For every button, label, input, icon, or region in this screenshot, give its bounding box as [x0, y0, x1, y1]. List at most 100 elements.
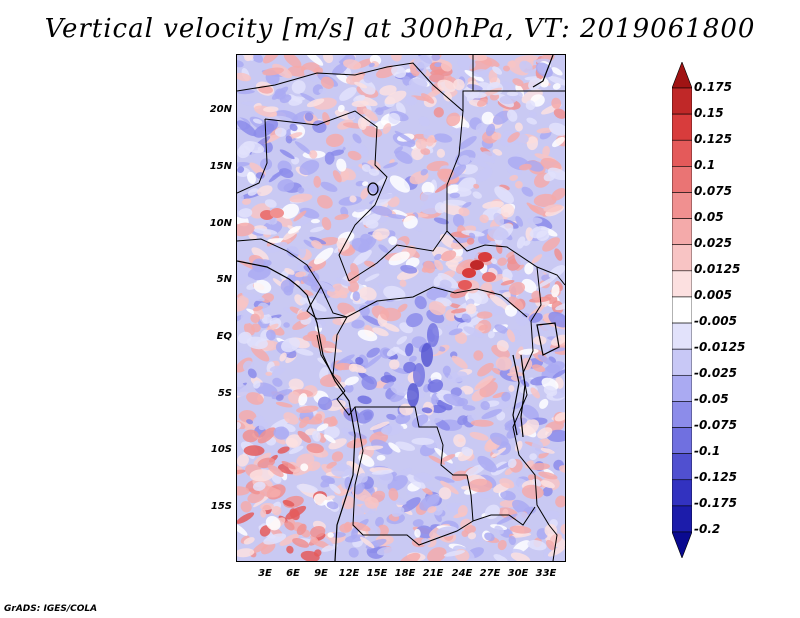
velocity-patch	[526, 160, 544, 172]
velocity-patch	[487, 331, 495, 339]
velocity-patch	[542, 237, 561, 252]
velocity-patch	[247, 188, 259, 196]
velocity-patch	[389, 175, 411, 193]
velocity-patch	[386, 413, 397, 420]
velocity-patch	[378, 244, 389, 254]
velocity-patch	[461, 530, 469, 537]
velocity-patch	[323, 347, 343, 353]
velocity-patch	[507, 109, 518, 122]
velocity-patch	[554, 248, 563, 261]
colorbar-segment	[672, 113, 692, 141]
velocity-patch	[529, 462, 550, 471]
velocity-patch	[364, 354, 383, 369]
velocity-patch	[248, 488, 260, 495]
velocity-patch	[326, 289, 342, 299]
velocity-patch	[253, 228, 278, 235]
lon-label-9e: 9E	[314, 568, 328, 579]
velocity-patch	[477, 362, 494, 377]
velocity-patch	[357, 117, 367, 131]
velocity-patch	[299, 159, 320, 176]
velocity-patch	[501, 391, 511, 402]
velocity-patch	[497, 257, 508, 266]
velocity-patch	[262, 67, 284, 76]
velocity-patch	[469, 232, 476, 238]
velocity-patch	[481, 408, 502, 420]
velocity-patch	[496, 340, 509, 352]
lon-label-27e: 27E	[479, 568, 501, 579]
velocity-patch	[348, 363, 358, 372]
velocity-core	[427, 323, 439, 347]
velocity-patch	[354, 204, 367, 213]
velocity-patch	[321, 543, 338, 552]
velocity-patch	[510, 552, 531, 561]
velocity-patch	[266, 329, 276, 341]
lon-label-24e: 24E	[451, 568, 473, 579]
velocity-patch	[237, 193, 244, 202]
velocity-patch	[383, 381, 395, 390]
velocity-patch	[387, 214, 407, 219]
velocity-patch	[508, 535, 516, 546]
colorbar-label-0-175: 0.175	[694, 80, 732, 94]
velocity-patch	[388, 487, 399, 501]
angola-zambia-border	[352, 406, 474, 546]
lon-label-21e: 21E	[422, 568, 444, 579]
velocity-patch	[237, 469, 246, 475]
velocity-patch	[408, 355, 417, 362]
velocity-patch	[240, 311, 253, 324]
velocity-patch	[420, 148, 431, 155]
velocity-patch	[237, 222, 255, 237]
velocity-core	[482, 272, 496, 282]
velocity-patch	[240, 500, 252, 513]
colorbar-segment	[672, 139, 692, 167]
velocity-patch	[521, 404, 539, 421]
velocity-patch	[352, 249, 372, 266]
nigeria-cameroon-border	[237, 238, 348, 318]
velocity-patch	[389, 359, 400, 370]
velocity-patch	[237, 120, 257, 137]
velocity-patch	[457, 415, 468, 426]
velocity-patch	[526, 136, 539, 151]
velocity-patch	[507, 131, 520, 143]
velocity-patch	[450, 308, 468, 314]
velocity-patch	[436, 526, 459, 537]
velocity-patch	[465, 303, 477, 315]
velocity-patch	[260, 502, 274, 511]
colorbar-segment	[672, 427, 692, 454]
velocity-patch	[380, 375, 397, 384]
velocity-patch	[531, 290, 542, 301]
velocity-patch	[478, 492, 493, 499]
velocity-patch	[299, 416, 310, 429]
velocity-patch	[257, 185, 273, 196]
velocity-patch	[452, 235, 476, 244]
velocity-patch	[529, 453, 537, 461]
velocity-patch	[528, 111, 537, 118]
velocity-patch	[253, 279, 272, 294]
velocity-patch	[328, 438, 347, 450]
velocity-patch	[368, 168, 380, 176]
velocity-patch	[450, 103, 461, 114]
velocity-patch	[261, 313, 272, 324]
colorbar-label-neg-0-05: -0.05	[694, 392, 729, 406]
velocity-patch	[527, 540, 547, 551]
velocity-patch	[335, 277, 351, 287]
velocity-patch	[446, 184, 460, 194]
velocity-patch	[337, 104, 345, 113]
velocity-patch	[384, 90, 407, 105]
velocity-core	[478, 252, 492, 262]
lat-label-10s: 10S	[210, 444, 232, 455]
colorbar-label-neg-0-0125: -0.0125	[694, 340, 746, 354]
velocity-patch	[521, 278, 537, 294]
lake-tanganyika-west	[512, 354, 520, 436]
velocity-patch	[490, 258, 498, 265]
velocity-patch	[339, 523, 353, 533]
velocity-core	[413, 363, 425, 387]
velocity-patch	[313, 493, 328, 506]
velocity-patch	[433, 133, 453, 143]
velocity-patch	[237, 166, 245, 174]
velocity-patch	[329, 55, 348, 67]
colorbar-segment	[672, 296, 692, 324]
velocity-patch	[547, 546, 565, 557]
velocity-patch	[428, 301, 446, 316]
velocity-patch	[289, 123, 298, 132]
velocity-patch	[253, 112, 273, 120]
